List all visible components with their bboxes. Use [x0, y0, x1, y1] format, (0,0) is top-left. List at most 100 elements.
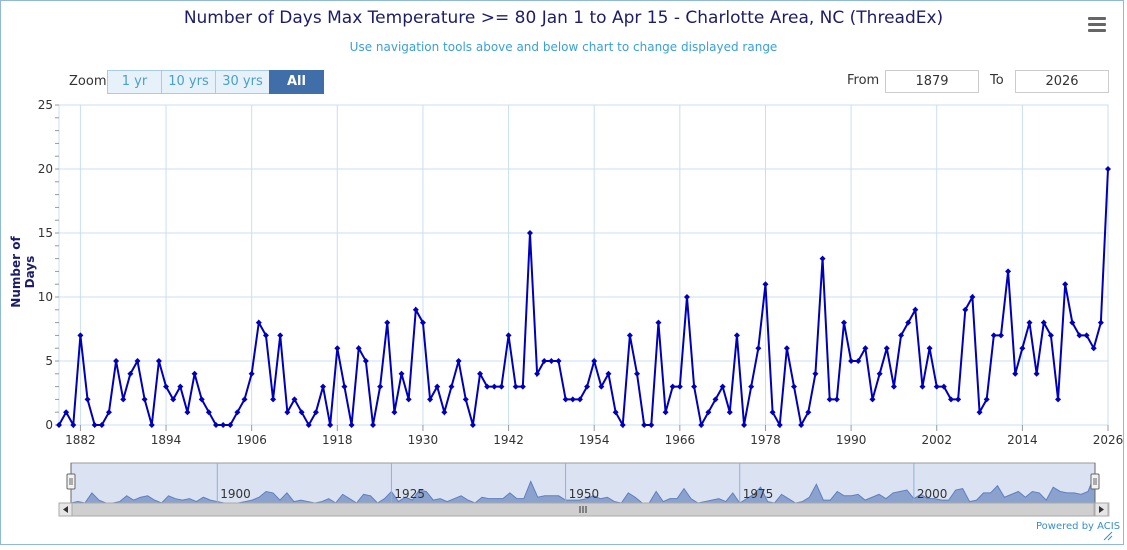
- data-point[interactable]: [983, 396, 990, 403]
- data-point[interactable]: [434, 383, 441, 390]
- data-point[interactable]: [227, 422, 234, 428]
- data-point[interactable]: [377, 383, 384, 390]
- data-point[interactable]: [919, 383, 926, 390]
- data-point[interactable]: [277, 332, 284, 339]
- data-point[interactable]: [327, 422, 334, 428]
- data-point[interactable]: [455, 358, 462, 364]
- data-point[interactable]: [1040, 319, 1047, 326]
- data-point[interactable]: [163, 383, 170, 390]
- data-point[interactable]: [669, 383, 676, 390]
- data-point[interactable]: [391, 409, 398, 416]
- data-point[interactable]: [855, 358, 862, 364]
- data-point[interactable]: [84, 396, 91, 403]
- data-point[interactable]: [519, 383, 526, 390]
- data-point[interactable]: [569, 396, 576, 403]
- data-point[interactable]: [419, 319, 426, 326]
- data-point[interactable]: [769, 409, 776, 416]
- data-point[interactable]: [676, 383, 683, 390]
- data-point[interactable]: [462, 396, 469, 403]
- data-point[interactable]: [1026, 319, 1033, 326]
- data-point[interactable]: [755, 345, 762, 352]
- data-point[interactable]: [270, 396, 277, 403]
- data-point[interactable]: [805, 409, 812, 416]
- data-point[interactable]: [1090, 345, 1097, 352]
- data-point[interactable]: [427, 396, 434, 403]
- data-point[interactable]: [940, 383, 947, 390]
- data-point[interactable]: [184, 409, 191, 416]
- data-point[interactable]: [726, 409, 733, 416]
- data-point[interactable]: [534, 370, 541, 377]
- data-point[interactable]: [683, 294, 690, 300]
- data-point[interactable]: [505, 332, 512, 339]
- data-point[interactable]: [876, 370, 883, 377]
- data-point[interactable]: [1047, 332, 1054, 339]
- data-point[interactable]: [890, 383, 897, 390]
- data-point[interactable]: [584, 383, 591, 390]
- data-point[interactable]: [248, 370, 255, 377]
- data-point[interactable]: [477, 370, 484, 377]
- data-point[interactable]: [120, 396, 127, 403]
- data-point[interactable]: [113, 358, 120, 364]
- data-point[interactable]: [484, 383, 491, 390]
- data-point[interactable]: [969, 294, 976, 300]
- data-point[interactable]: [448, 383, 455, 390]
- data-point[interactable]: [926, 345, 933, 352]
- data-point[interactable]: [905, 319, 912, 326]
- data-point[interactable]: [105, 409, 112, 416]
- to-year-input[interactable]: [1015, 70, 1109, 93]
- data-point[interactable]: [355, 345, 362, 352]
- data-point[interactable]: [56, 422, 62, 428]
- data-point[interactable]: [498, 383, 505, 390]
- data-point[interactable]: [212, 422, 219, 428]
- data-point[interactable]: [662, 409, 669, 416]
- data-point[interactable]: [619, 422, 626, 428]
- data-point[interactable]: [320, 383, 327, 390]
- data-point[interactable]: [369, 422, 376, 428]
- data-point[interactable]: [848, 358, 855, 364]
- data-point[interactable]: [526, 230, 533, 236]
- data-point[interactable]: [405, 396, 412, 403]
- data-point[interactable]: [976, 409, 983, 416]
- data-point[interactable]: [598, 383, 605, 390]
- data-point[interactable]: [255, 319, 262, 326]
- data-point[interactable]: [284, 409, 291, 416]
- data-point[interactable]: [962, 306, 969, 313]
- data-point[interactable]: [148, 422, 155, 428]
- data-point[interactable]: [312, 409, 319, 416]
- data-point[interactable]: [341, 383, 348, 390]
- data-point[interactable]: [155, 358, 162, 364]
- navigator-handles[interactable]: [66, 463, 1100, 503]
- data-point[interactable]: [791, 383, 798, 390]
- data-point[interactable]: [134, 358, 141, 364]
- data-point[interactable]: [141, 396, 148, 403]
- data-point[interactable]: [798, 422, 805, 428]
- zoom-10yrs-button[interactable]: 10 yrs: [161, 70, 216, 94]
- data-point[interactable]: [912, 306, 919, 313]
- data-point[interactable]: [862, 345, 869, 352]
- navigator-left-handle[interactable]: [66, 473, 76, 490]
- data-point[interactable]: [733, 332, 740, 339]
- data-point[interactable]: [1005, 268, 1012, 275]
- data-point[interactable]: [170, 396, 177, 403]
- data-point[interactable]: [512, 383, 519, 390]
- data-point[interactable]: [833, 396, 840, 403]
- data-point[interactable]: [1105, 166, 1111, 172]
- data-point[interactable]: [77, 332, 84, 339]
- data-point[interactable]: [626, 332, 633, 339]
- data-point[interactable]: [997, 332, 1004, 339]
- data-point[interactable]: [591, 358, 598, 364]
- data-point[interactable]: [741, 422, 748, 428]
- data-point[interactable]: [812, 370, 819, 377]
- data-point[interactable]: [91, 422, 98, 428]
- scrollbar[interactable]: [58, 502, 1110, 517]
- data-point[interactable]: [348, 422, 355, 428]
- data-point[interactable]: [883, 345, 890, 352]
- data-point[interactable]: [783, 345, 790, 352]
- data-point[interactable]: [576, 396, 583, 403]
- data-point[interactable]: [748, 383, 755, 390]
- data-point[interactable]: [334, 345, 341, 352]
- data-point[interactable]: [98, 422, 105, 428]
- data-point[interactable]: [1097, 319, 1104, 326]
- data-point[interactable]: [127, 370, 134, 377]
- data-point[interactable]: [1012, 370, 1019, 377]
